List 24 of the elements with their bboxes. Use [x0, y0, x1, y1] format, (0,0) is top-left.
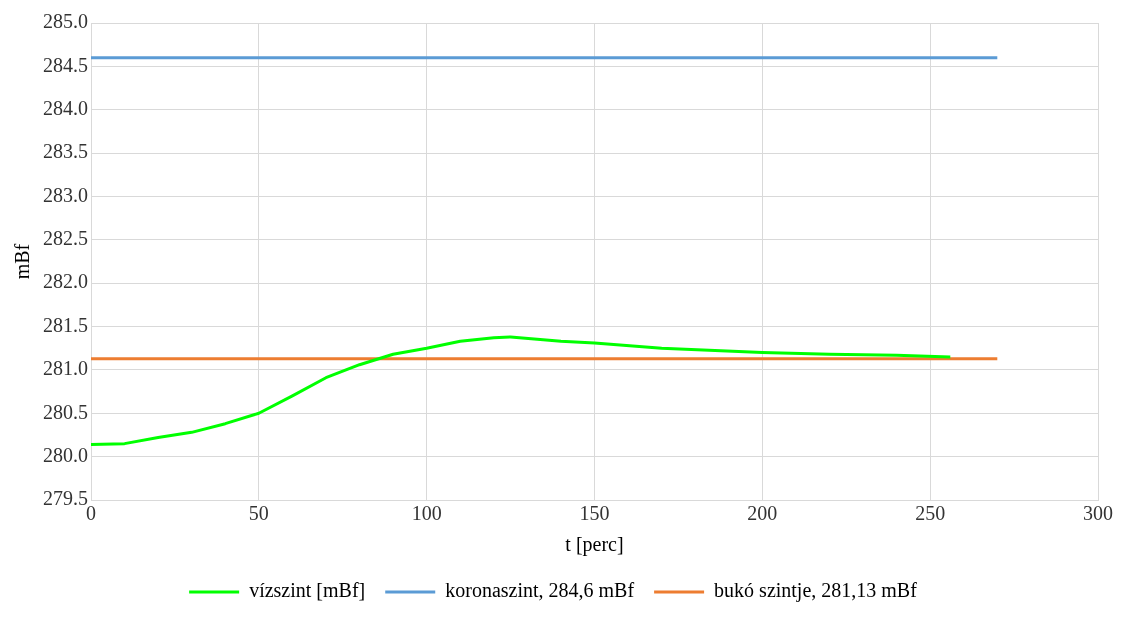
y-tick-label: 282.0: [43, 270, 88, 293]
x-tick-label: 0: [86, 502, 96, 525]
y-axis-title: mBf: [11, 243, 34, 280]
y-tick-label: 282.5: [43, 227, 88, 250]
y-tick-label: 281.5: [43, 313, 88, 336]
y-tick-label: 280.5: [43, 400, 88, 423]
y-tick-label: 283.5: [43, 140, 88, 163]
y-tick-label: 280.0: [43, 443, 88, 466]
y-tick-label: 284.5: [43, 53, 88, 76]
legend-label: koronaszint, 284,6 mBf: [445, 579, 635, 602]
y-tick-label: 283.0: [43, 183, 88, 206]
x-tick-label: 50: [248, 502, 269, 525]
y-tick-label: 281.0: [43, 357, 88, 380]
x-tick-label: 250: [915, 502, 946, 525]
x-tick-label: 200: [747, 502, 778, 525]
y-tick-label: 284.0: [43, 96, 88, 119]
x-tick-label: 100: [411, 502, 442, 525]
legend-label: bukó szintje, 281,13 mBf: [714, 579, 918, 603]
y-tick-label: 279.5: [43, 487, 88, 510]
x-axis-title: t [perc]: [565, 533, 624, 557]
legend-label: vízszint [mBf]: [249, 579, 366, 602]
y-tick-label: 285.0: [43, 10, 88, 33]
x-tick-label: 150: [579, 502, 610, 525]
x-tick-label: 300: [1083, 502, 1113, 525]
